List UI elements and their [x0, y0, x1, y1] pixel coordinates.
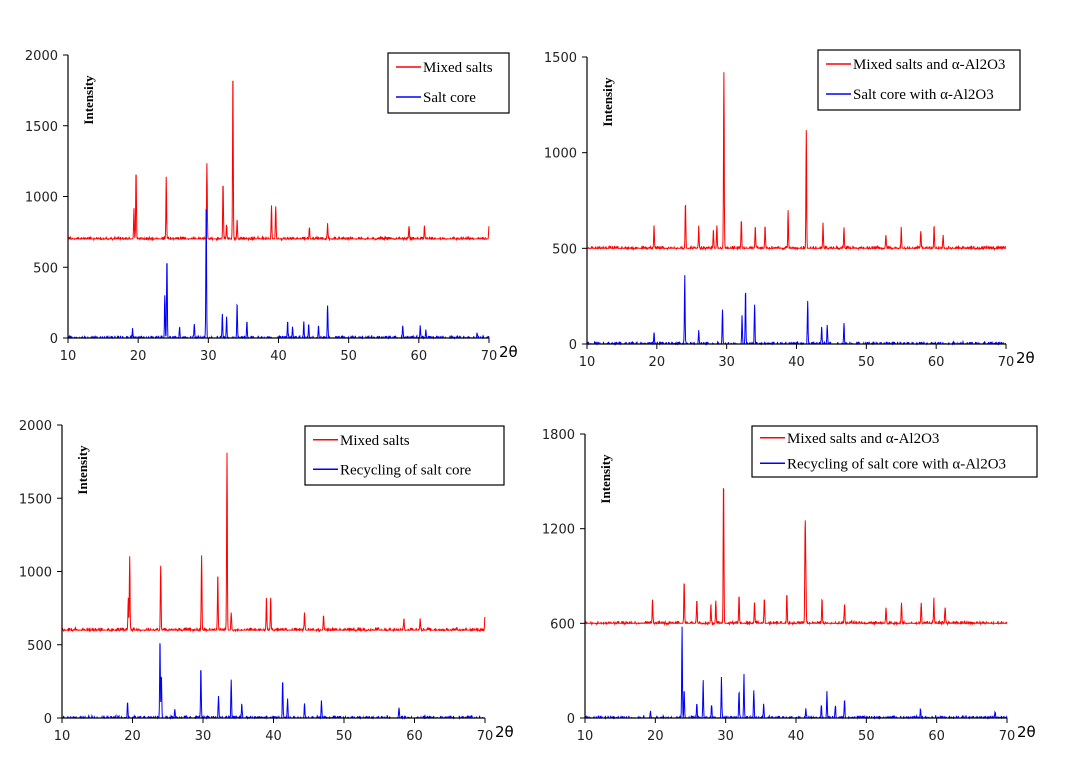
legend-label: Mixed salts: [340, 433, 410, 449]
y-tick-label: 2000: [19, 419, 52, 434]
x-tick-label: 10: [579, 355, 596, 370]
x-tick-label: 40: [265, 729, 282, 744]
y-tick-label: 1500: [25, 120, 58, 135]
y-tick-label: 2000: [25, 49, 58, 64]
chart-panel-1: 0 500 1000 1500 2000 10 20 30 40 50 60 70 2θ Intensit…: [25, 49, 518, 364]
x-tick-label: 40: [788, 729, 805, 744]
y-tick-label: 1000: [25, 191, 58, 206]
series-line-blue: [68, 208, 490, 340]
legend: Mixed salts and α-Al2O3 Salt core with α-…: [817, 49, 1021, 111]
x-tick-label: 60: [928, 355, 945, 370]
series-line-red: [61, 452, 486, 633]
x-tick-label: 60: [928, 729, 945, 744]
y-tick-label: 0: [567, 712, 575, 727]
series-line-blue: [62, 643, 485, 720]
legend-label: Recycling of salt core with α-Al2O3: [787, 456, 1006, 472]
x-tick-label: 50: [858, 355, 875, 370]
y-tick-label: 1800: [542, 428, 575, 443]
legend-box: [751, 425, 1038, 478]
legend-label: Salt core with α-Al2O3: [853, 87, 994, 103]
series-line-red: [67, 80, 490, 242]
legend: Mixed salts Recycling of salt core: [304, 425, 505, 486]
y-tick-label: 600: [550, 617, 575, 632]
x-tick-label: 20: [124, 729, 141, 744]
x-axis-label: 2θ: [1017, 723, 1036, 741]
x-tick-label: 60: [411, 349, 428, 364]
series-line-red: [586, 72, 1006, 252]
x-tick-label: 10: [577, 729, 594, 744]
y-tick-label: 500: [552, 242, 577, 257]
x-tick-label: 20: [647, 729, 664, 744]
x-tick-label: 70: [998, 355, 1015, 370]
legend-box: [387, 52, 510, 114]
series-line-red: [584, 488, 1008, 627]
legend-label: Salt core: [423, 90, 476, 106]
x-tick-label: 10: [54, 729, 71, 744]
chart-panel-4: 0 600 1200 1800 10 20 30 40 50 60 70 2θ Intensity Mix…: [542, 425, 1038, 744]
x-tick-label: 20: [649, 355, 666, 370]
x-tick-label: 50: [858, 729, 875, 744]
x-tick-label: 70: [477, 729, 494, 744]
x-tick-label: 30: [718, 355, 735, 370]
legend: Mixed salts and α-Al2O3 Recycling of salt…: [751, 425, 1038, 478]
series-line-blue: [584, 626, 1008, 720]
x-tick-label: 50: [336, 729, 353, 744]
legend-box: [817, 49, 1021, 111]
x-tick-label: 40: [270, 349, 287, 364]
x-tick-label: 60: [406, 729, 423, 744]
y-tick-label: 1500: [19, 492, 52, 507]
legend-box: [304, 425, 505, 486]
legend-label: Recycling of salt core: [340, 462, 472, 478]
x-tick-label: 10: [60, 349, 77, 364]
y-tick-label: 0: [50, 332, 58, 347]
y-tick-label: 1200: [542, 523, 575, 538]
y-axis-label: Intensity: [81, 75, 96, 125]
x-tick-label: 70: [481, 349, 498, 364]
x-tick-label: 20: [130, 349, 147, 364]
chart-panel-2: 0 500 1000 1500 10 20 30 40 50 60 70 2θ Intensity Mix…: [544, 49, 1035, 370]
series-line-blue: [587, 275, 1007, 346]
legend-label: Mixed salts and α-Al2O3: [787, 431, 939, 447]
x-tick-label: 30: [195, 729, 212, 744]
y-axis-label: Intensity: [600, 77, 615, 127]
legend: Mixed salts Salt core: [387, 52, 510, 114]
x-tick-label: 30: [200, 349, 217, 364]
x-tick-label: 40: [788, 355, 805, 370]
legend-label: Mixed salts: [423, 60, 493, 76]
x-axis-label: 2θ: [499, 343, 518, 361]
x-tick-label: 30: [717, 729, 734, 744]
y-tick-label: 0: [44, 712, 52, 727]
y-tick-label: 500: [33, 261, 58, 276]
y-axis-label: Intensity: [75, 445, 90, 495]
x-axis-label: 2θ: [1016, 349, 1035, 367]
x-axis-label: 2θ: [495, 723, 514, 741]
chart-panel-3: 0 500 1000 1500 2000 10 20 30 40 50 60 70 2θ Intensit…: [19, 419, 514, 744]
x-tick-label: 50: [340, 349, 357, 364]
y-tick-label: 1000: [544, 147, 577, 162]
legend-label: Mixed salts and α-Al2O3: [853, 57, 1005, 73]
y-tick-label: 500: [27, 639, 52, 654]
x-tick-label: 70: [999, 729, 1016, 744]
y-tick-label: 1000: [19, 566, 52, 581]
y-tick-label: 0: [569, 338, 577, 353]
y-tick-label: 1500: [544, 51, 577, 66]
y-axis-label: Intensity: [598, 454, 613, 504]
